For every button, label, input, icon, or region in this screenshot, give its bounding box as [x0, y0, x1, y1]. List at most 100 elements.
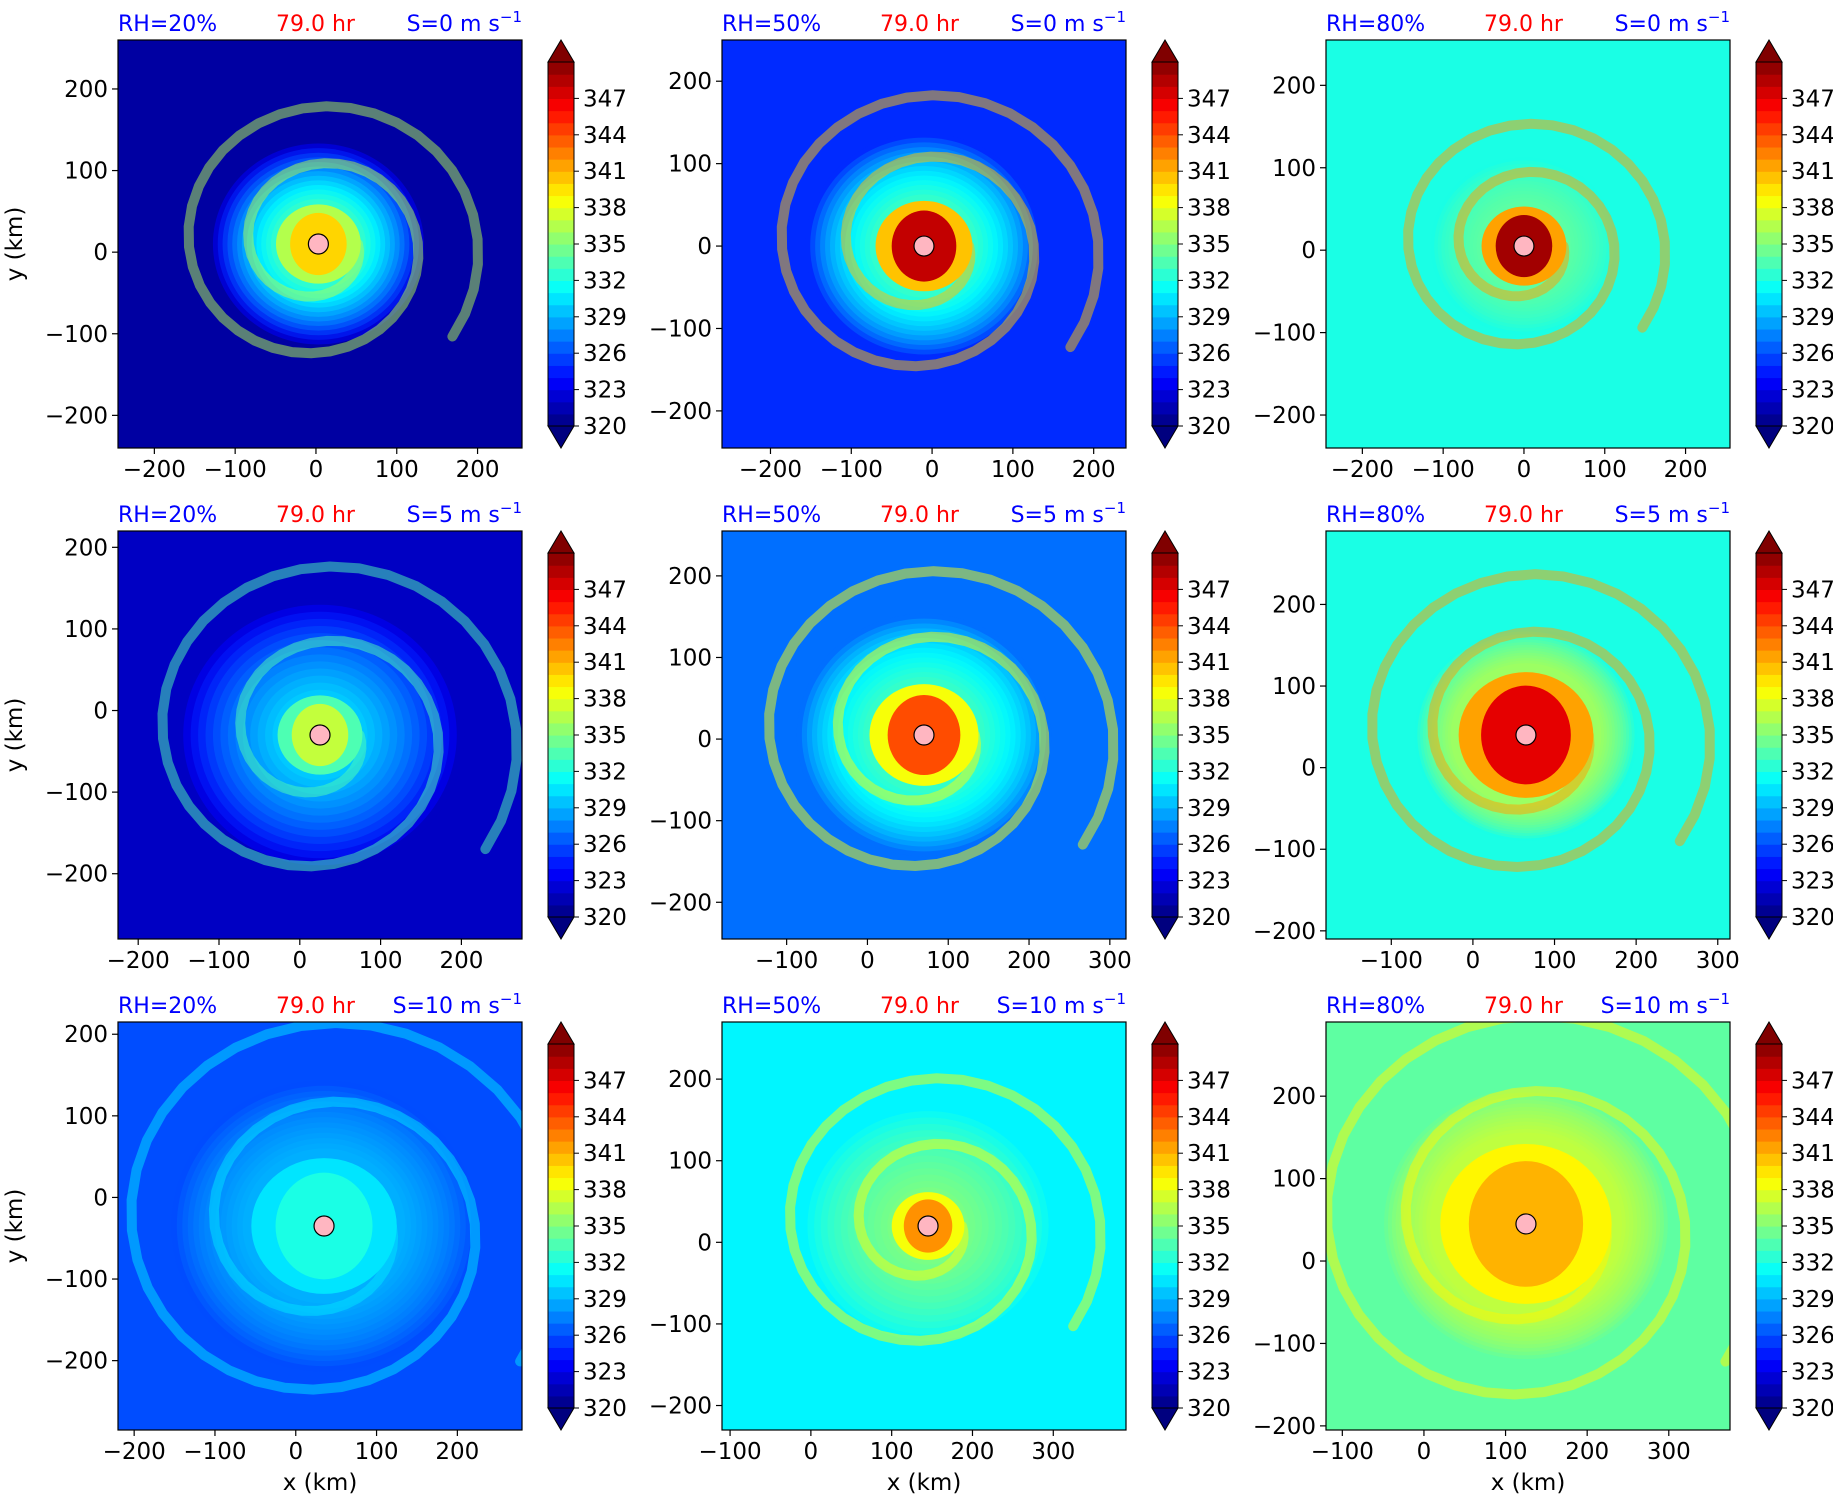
colorbar-level [1756, 365, 1782, 379]
x-tick-label: −100 [1360, 948, 1423, 974]
y-tick-label: 0 [93, 1185, 108, 1211]
colorbar-level [548, 1359, 574, 1373]
colorbar-level [1756, 904, 1782, 918]
colorbar-tick-label: 335 [583, 723, 627, 749]
colorbar-level [1756, 195, 1782, 209]
y-tick-label: 100 [668, 152, 712, 178]
colorbar-extend-min [1755, 916, 1783, 940]
x-tick-label: 100 [1484, 1439, 1528, 1465]
colorbar-extend-max [1755, 530, 1783, 554]
colorbar-level [1756, 353, 1782, 366]
colorbar-level [1756, 565, 1782, 578]
colorbar-level [1756, 1092, 1782, 1106]
storm-center-marker [913, 235, 935, 257]
colorbar-level [548, 62, 574, 75]
colorbar-level [1152, 389, 1178, 403]
colorbar-level [548, 1383, 574, 1397]
colorbar-level [1152, 1189, 1178, 1203]
colorbar: 347 344 341 338 335 332 329 326 323 320 [1151, 1021, 1231, 1431]
colorbar-level [548, 110, 574, 124]
y-tick-label: −100 [45, 780, 108, 806]
colorbar-level [548, 1262, 574, 1276]
rh-label: RH=20% [118, 503, 217, 528]
colorbar-extend-max [547, 39, 575, 63]
shear-label: S=10 m s−1 [997, 990, 1126, 1019]
colorbar-level [548, 747, 574, 760]
colorbar-level [1756, 292, 1782, 306]
colorbar-level [548, 1323, 574, 1336]
colorbar-level [1756, 880, 1782, 894]
colorbar-level [1152, 1310, 1178, 1324]
colorbar-level [1152, 207, 1178, 221]
y-tick-label: 200 [64, 77, 108, 103]
x-tick-label: −100 [698, 1439, 761, 1465]
colorbar-tick-label: 338 [1791, 196, 1833, 222]
colorbar-level [1152, 328, 1178, 342]
colorbar-tick-label: 323 [1187, 1360, 1231, 1386]
colorbar-level [548, 159, 574, 172]
colorbar-extend-min [547, 425, 575, 449]
colorbar-level [1756, 735, 1782, 748]
y-tick-label: 0 [697, 1230, 712, 1256]
colorbar-level [1152, 735, 1178, 748]
shear-text: S=0 m s [1011, 12, 1104, 37]
colorbar-tick-label: 344 [583, 614, 627, 640]
y-tick-label: 200 [668, 1067, 712, 1093]
colorbar-tick-label: 326 [583, 832, 627, 858]
colorbar-tick-label: 323 [1187, 378, 1231, 404]
rh-label: RH=50% [722, 994, 821, 1019]
x-tick-label: −100 [1412, 457, 1475, 483]
colorbar-level [1152, 674, 1178, 688]
colorbar-level [1756, 316, 1782, 330]
colorbar-level [1152, 1395, 1178, 1409]
colorbar-level [548, 759, 574, 772]
colorbar-tick-label: 326 [1791, 1323, 1833, 1349]
axes-frame [117, 39, 523, 449]
colorbar-level [548, 1213, 574, 1227]
colorbar-tick-label: 329 [1187, 796, 1231, 822]
colorbar-level [1152, 62, 1178, 75]
x-tick-label: −100 [183, 1439, 246, 1465]
colorbar-tick-label: 344 [1187, 123, 1231, 149]
shear-exponent: −1 [500, 8, 522, 26]
storm-center-marker [309, 724, 331, 746]
colorbar-level [1756, 1286, 1782, 1300]
axes-frame [1325, 39, 1731, 449]
colorbar-extend-max [1151, 39, 1179, 63]
shear-label: S=0 m s−1 [1615, 8, 1730, 37]
x-tick-label: 300 [1031, 1439, 1075, 1465]
y-tick-label: −100 [45, 1267, 108, 1293]
colorbar-level [548, 341, 574, 354]
colorbar-level [548, 292, 574, 306]
colorbar-level [1756, 1213, 1782, 1227]
shear-label: S=0 m s−1 [1011, 8, 1126, 37]
colorbar-level [1152, 1213, 1178, 1227]
colorbar-tick-label: 335 [1791, 1214, 1833, 1240]
colorbar-level [1152, 134, 1178, 148]
colorbar-level [548, 698, 574, 712]
colorbar-level [1152, 1383, 1178, 1397]
colorbar-level [1152, 819, 1178, 833]
colorbar-level [1152, 1068, 1178, 1081]
x-tick-label: 100 [870, 1439, 914, 1465]
time-label: 79.0 hr [1484, 994, 1564, 1019]
colorbar-tick-label: 320 [1791, 905, 1833, 931]
colorbar-level [1152, 1201, 1178, 1215]
colorbar-level [1152, 1104, 1178, 1118]
colorbar-tick-label: 326 [1791, 341, 1833, 367]
y-tick-label: 200 [1272, 1084, 1316, 1110]
colorbar-tick-label: 347 [1187, 577, 1231, 603]
colorbar-level [1756, 589, 1782, 603]
x-tick-label: 100 [359, 948, 403, 974]
rh-label: RH=80% [1326, 503, 1425, 528]
rh-label: RH=50% [722, 12, 821, 37]
heatmap-field [118, 40, 522, 448]
colorbar-level [548, 1395, 574, 1409]
colorbar-tick-label: 320 [583, 1396, 627, 1422]
colorbar-level [548, 122, 574, 136]
y-tick-label: −200 [45, 403, 108, 429]
colorbar: 347 344 341 338 335 332 329 326 323 320 [547, 530, 627, 940]
colorbar-level [548, 1371, 574, 1385]
colorbar-level [1152, 856, 1178, 870]
rainband-spiral [1367, 569, 1715, 873]
